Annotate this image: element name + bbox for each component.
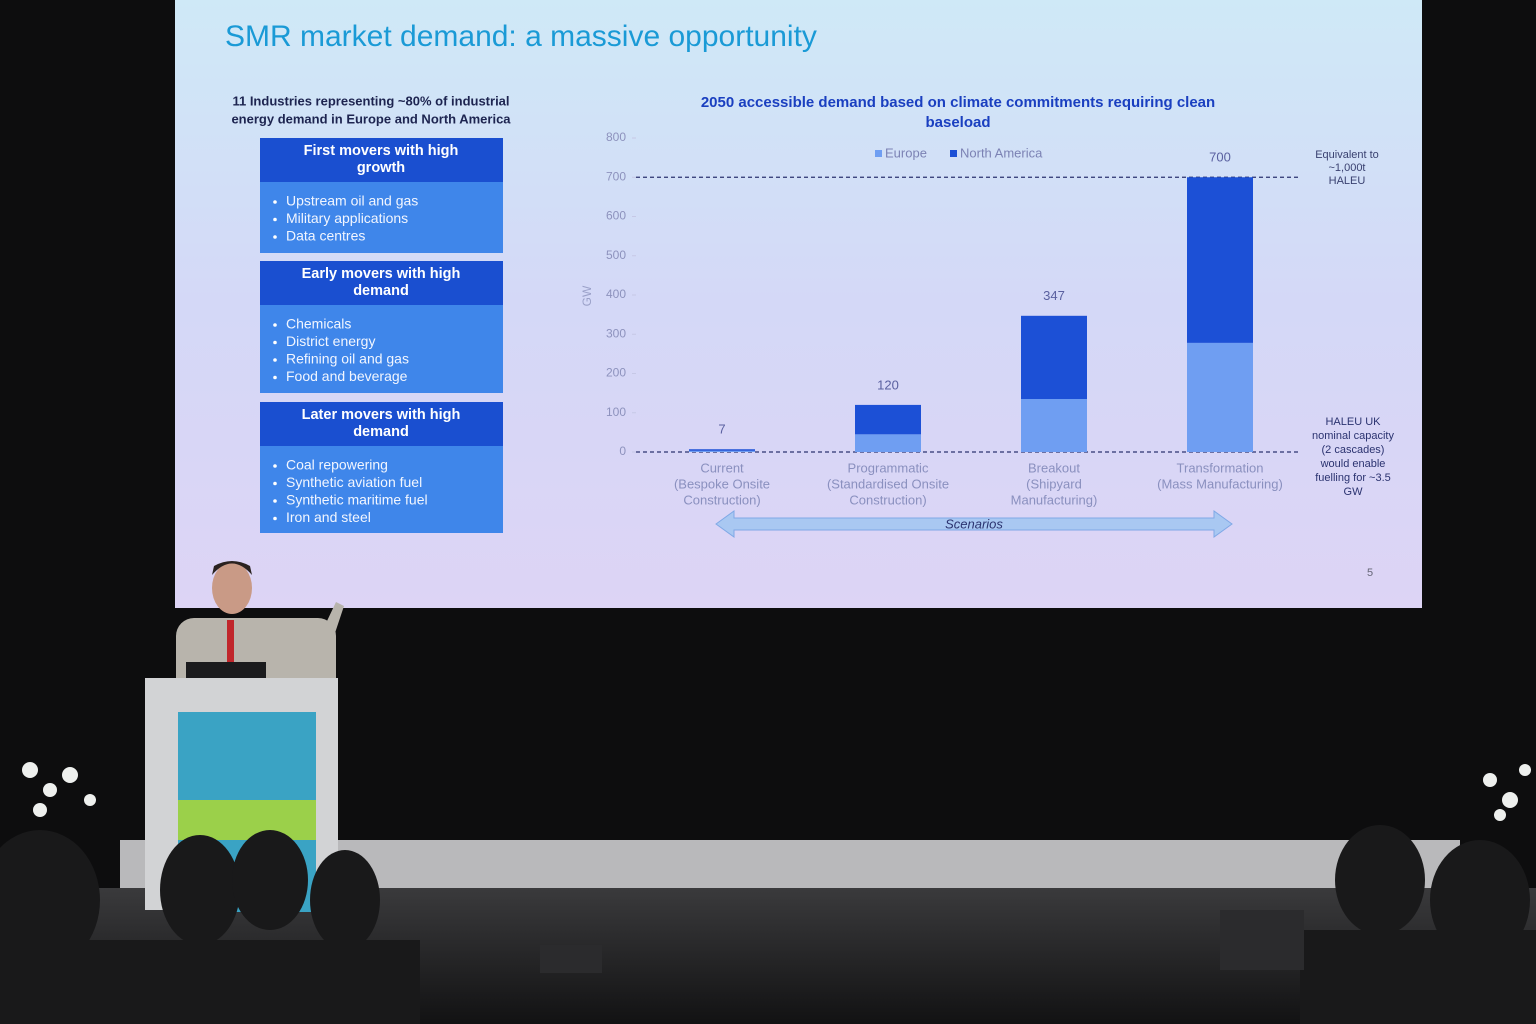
bullet: [273, 464, 277, 468]
slide-title: SMR market demand: a massive opportunity: [225, 20, 817, 53]
bullet: [273, 358, 277, 362]
bullet: [273, 481, 277, 486]
group-body-box: [260, 182, 503, 253]
bullet: [273, 516, 277, 521]
total-label: 700: [1209, 150, 1231, 165]
x-tick-label: Current: [700, 460, 744, 475]
bar-segment: [689, 450, 755, 452]
group-heading: First movers with high: [304, 143, 459, 159]
bar-segment: [1187, 342, 1253, 452]
annotation: HALEU UK: [1325, 416, 1381, 428]
chart: 2050 accessible demand based on climate …: [580, 94, 1394, 538]
left-panel: 11 Industries representing ~80% of indus…: [231, 93, 511, 533]
x-tick-label: Transformation: [1177, 460, 1264, 475]
total-label: 347: [1043, 288, 1065, 303]
annotation: HALEU: [1329, 175, 1366, 187]
x-tick-label: Construction): [849, 492, 926, 507]
annotation: GW: [1344, 486, 1364, 498]
y-tick-label: 200: [606, 366, 626, 380]
y-tick-label: 700: [606, 169, 626, 183]
group-heading: demand: [353, 283, 409, 299]
y-tick-label: 400: [606, 287, 626, 301]
x-tick-label: Programmatic: [848, 460, 929, 475]
page-number: 5: [1367, 567, 1373, 579]
chart-title: baseload: [925, 114, 990, 131]
group-item: Synthetic maritime fuel: [286, 492, 428, 508]
y-tick-label: 0: [619, 444, 626, 458]
group-item: Chemicals: [286, 316, 351, 332]
annotation: would enable: [1320, 458, 1386, 470]
group-item: Data centres: [286, 228, 365, 244]
bullet: [273, 323, 277, 327]
annotation: ~1,000t: [1328, 162, 1365, 174]
group-heading: demand: [353, 424, 409, 440]
audience: [0, 825, 1536, 1024]
bar-segment: [855, 404, 921, 435]
y-tick-label: 600: [606, 209, 626, 223]
bullet: [273, 499, 277, 503]
group-item: Iron and steel: [286, 509, 371, 525]
x-tick-label: (Bespoke Onsite: [674, 476, 770, 491]
bar-segment: [689, 449, 755, 451]
legend-label: North America: [960, 145, 1043, 160]
bar-segment: [1021, 399, 1087, 452]
group-item: District energy: [286, 333, 375, 349]
legend-label: Europe: [885, 145, 927, 160]
group-item: Refining oil and gas: [286, 351, 409, 367]
flowers: [22, 762, 1531, 821]
group-body-box: [260, 446, 503, 533]
annotation: fuelling for ~3.5: [1315, 472, 1391, 484]
total-label: 120: [877, 377, 899, 392]
annotation: Equivalent to: [1315, 149, 1379, 161]
group-item: Military applications: [286, 210, 408, 226]
podium-banner-band: [178, 800, 316, 840]
bar-segment: [1021, 315, 1087, 400]
legend-swatch: [950, 150, 957, 157]
bar-segment: [855, 434, 921, 452]
group-item: Coal repowering: [286, 457, 388, 473]
x-tick-label: (Standardised Onsite: [827, 476, 949, 491]
y-tick-label: 800: [606, 130, 626, 144]
group-heading: Early movers with high: [302, 266, 461, 282]
group-heading: growth: [357, 160, 405, 176]
x-tick-label: (Mass Manufacturing): [1157, 476, 1283, 491]
total-label: 7: [718, 422, 725, 437]
y-tick-label: 500: [606, 248, 626, 262]
group-item: Food and beverage: [286, 368, 408, 384]
group-body-box: [260, 305, 503, 393]
bullet: [273, 375, 277, 380]
annotation: (2 cascades): [1322, 444, 1385, 456]
bullet: [273, 200, 277, 204]
bullet: [273, 235, 277, 239]
group-item: Synthetic aviation fuel: [286, 474, 422, 490]
legend-swatch: [875, 150, 882, 157]
annotation: nominal capacity: [1312, 430, 1394, 442]
panel-intro: energy demand in Europe and North Americ…: [231, 111, 511, 126]
chart-title: 2050 accessible demand based on climate …: [701, 94, 1215, 111]
x-tick-label: (Shipyard: [1026, 476, 1082, 491]
x-tick-label: Manufacturing): [1011, 492, 1098, 507]
group-header-box: [260, 261, 503, 305]
y-tick-label: 300: [606, 326, 626, 340]
x-tick-label: Construction): [683, 492, 760, 507]
group-heading: Later movers with high: [302, 407, 461, 423]
y-axis-label: GW: [580, 285, 594, 306]
x-tick-label: Breakout: [1028, 460, 1080, 475]
panel-intro: 11 Industries representing ~80% of indus…: [232, 93, 509, 108]
laptop: [186, 662, 266, 678]
group-item: Upstream oil and gas: [286, 193, 418, 209]
scenario-label: Scenarios: [945, 516, 1003, 531]
scenario-arrow: [715, 510, 1233, 538]
group-header-box: [260, 402, 503, 446]
y-tick-label: 100: [606, 405, 626, 419]
group-header-box: [260, 138, 503, 182]
bullet: [273, 340, 277, 345]
bar-segment: [1187, 177, 1253, 343]
bullet: [273, 217, 277, 222]
